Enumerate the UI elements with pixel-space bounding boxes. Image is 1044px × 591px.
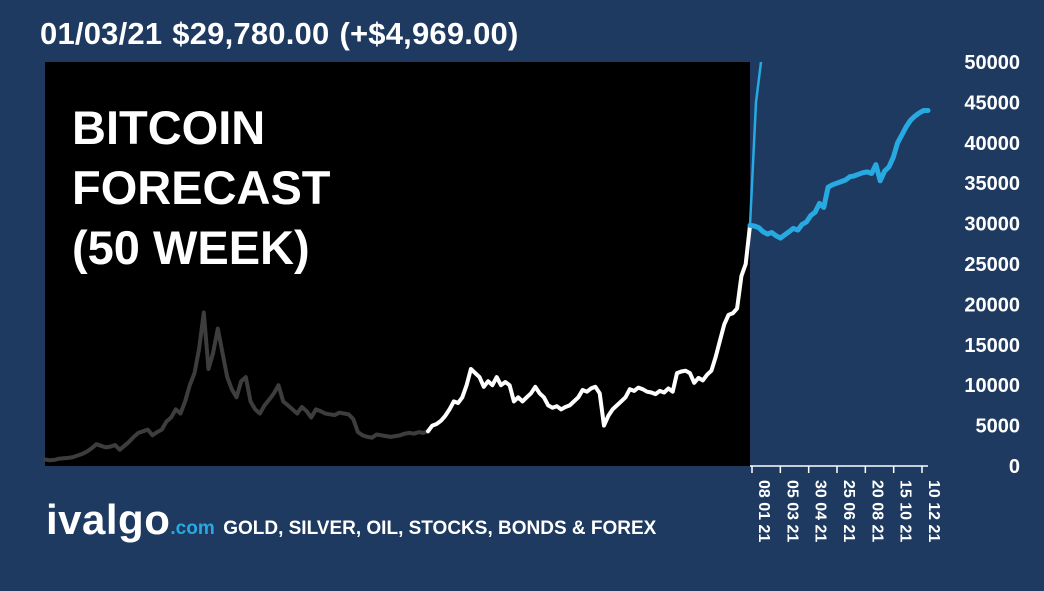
- y-tick-label: 20000: [964, 294, 1020, 316]
- series-lines: [43, 62, 931, 463]
- x-tick-label: 08 01 21: [755, 480, 772, 542]
- x-tick-label: 10 12 21: [925, 480, 942, 542]
- price-header: 01/03/21 $29,780.00 (+$4,969.00): [40, 16, 529, 52]
- x-ticks: [751, 466, 923, 473]
- x-tick-label: 25 06 21: [840, 480, 857, 542]
- plot-background-right: [750, 62, 928, 466]
- brand-tagline: GOLD, SILVER, OIL, STOCKS, BONDS & FOREX: [223, 518, 657, 539]
- header-date: 01/03/21: [40, 16, 163, 51]
- y-tick-label: 45000: [964, 92, 1020, 114]
- header-change: (+$4,969.00): [339, 16, 519, 51]
- brand-footer: ivalgo.com GOLD, SILVER, OIL, STOCKS, BO…: [46, 496, 656, 544]
- y-tick-label: 5000: [976, 416, 1021, 438]
- series-line-forecast: [747, 108, 931, 241]
- y-tick-label: 40000: [964, 133, 1020, 155]
- y-tick-label: 30000: [964, 214, 1020, 236]
- series-line-forecast-jump: [748, 62, 763, 227]
- y-tick-label: 25000: [964, 254, 1020, 276]
- x-tick-label: 30 04 21: [812, 480, 829, 542]
- chart-title: BITCOIN FORECAST (50 WEEK): [72, 98, 331, 278]
- x-tick-label: 20 08 21: [868, 480, 885, 542]
- brand-domain: .com: [170, 518, 215, 539]
- x-tick-labels: 08 01 21 05 03 21 30 04 21 25 06 21 20 08 21…: [755, 480, 942, 542]
- title-line-3: (50 WEEK): [72, 221, 310, 274]
- y-tick-label: 35000: [964, 173, 1020, 195]
- series-line-history-recent: [426, 223, 752, 434]
- series-line-history-old: [43, 310, 430, 463]
- x-tick-label: 15 10 21: [897, 480, 914, 542]
- y-tick-label: 15000: [964, 335, 1020, 357]
- y-tick-labels: 0 5000 10000 15000 20000 25000 30000 35000 40000…: [964, 52, 1020, 478]
- y-tick-label: 0: [1009, 456, 1020, 478]
- plot-background-left: [45, 62, 750, 466]
- title-line-1: BITCOIN: [72, 101, 266, 154]
- title-line-2: FORECAST: [72, 161, 331, 214]
- y-tick-label: 50000: [964, 52, 1020, 74]
- header-price: $29,780.00: [172, 16, 330, 51]
- x-tick-label: 05 03 21: [783, 480, 800, 542]
- brand-logo: ivalgo: [46, 496, 171, 543]
- y-tick-label: 10000: [964, 375, 1020, 397]
